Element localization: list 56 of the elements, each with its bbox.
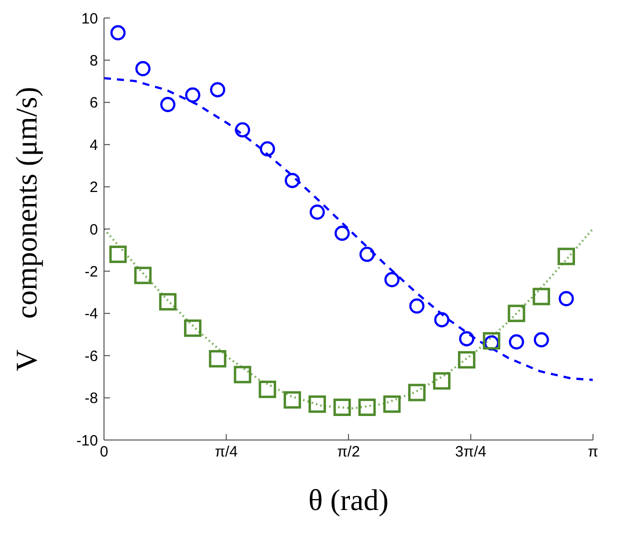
y-tick-label: 2: [90, 179, 98, 196]
point: [359, 246, 375, 262]
point: [358, 398, 376, 416]
point: [208, 350, 226, 368]
point: [159, 293, 177, 310]
y-tick-label: -6: [84, 348, 98, 365]
point: [458, 351, 476, 369]
point: [185, 87, 200, 103]
point: [434, 312, 450, 328]
line-series: [104, 77, 593, 381]
point: [308, 395, 326, 413]
point: [508, 304, 526, 322]
y-tick-label: -4: [84, 306, 98, 323]
y-tick-label: 10: [81, 10, 98, 28]
point: [260, 141, 276, 156]
point: [234, 122, 250, 138]
point: [484, 335, 500, 351]
point: [383, 395, 401, 413]
x-tick-label: π/4: [214, 444, 238, 461]
point: [558, 291, 574, 306]
point: [408, 384, 426, 402]
point: [210, 82, 226, 98]
x-tick-label: 3π/4: [455, 444, 486, 461]
point: [384, 272, 400, 288]
y-tick-label: -2: [84, 264, 98, 281]
point: [184, 319, 202, 337]
point: [109, 246, 127, 264]
y-tick-label: 0: [90, 221, 98, 238]
y-tick-label: -10: [76, 432, 98, 450]
y-axis-title: V⃗ components (μm/s): [10, 86, 44, 372]
point: [333, 398, 351, 416]
y-tick-label: 6: [90, 94, 98, 112]
point: [334, 226, 350, 241]
point: [534, 332, 549, 348]
point: [482, 332, 500, 350]
point: [258, 380, 276, 398]
point: [284, 172, 300, 188]
point: [532, 288, 550, 306]
point: [558, 248, 575, 266]
y-tick-label: 8: [90, 52, 98, 70]
point: [508, 334, 524, 350]
point: [134, 266, 152, 284]
point: [459, 331, 474, 346]
point: [135, 61, 151, 76]
x-tick-label: π/2: [337, 444, 360, 461]
point: [284, 391, 302, 409]
x-axis-title: θ (rad): [308, 484, 389, 517]
point: [409, 298, 424, 314]
y-tick-label: 4: [90, 136, 98, 154]
y-tick-label: -8: [84, 390, 98, 408]
point: [433, 372, 450, 390]
point: [110, 25, 126, 40]
point: [160, 96, 176, 112]
x-tick-label: π: [588, 444, 598, 461]
point: [234, 366, 252, 384]
point: [310, 204, 325, 220]
